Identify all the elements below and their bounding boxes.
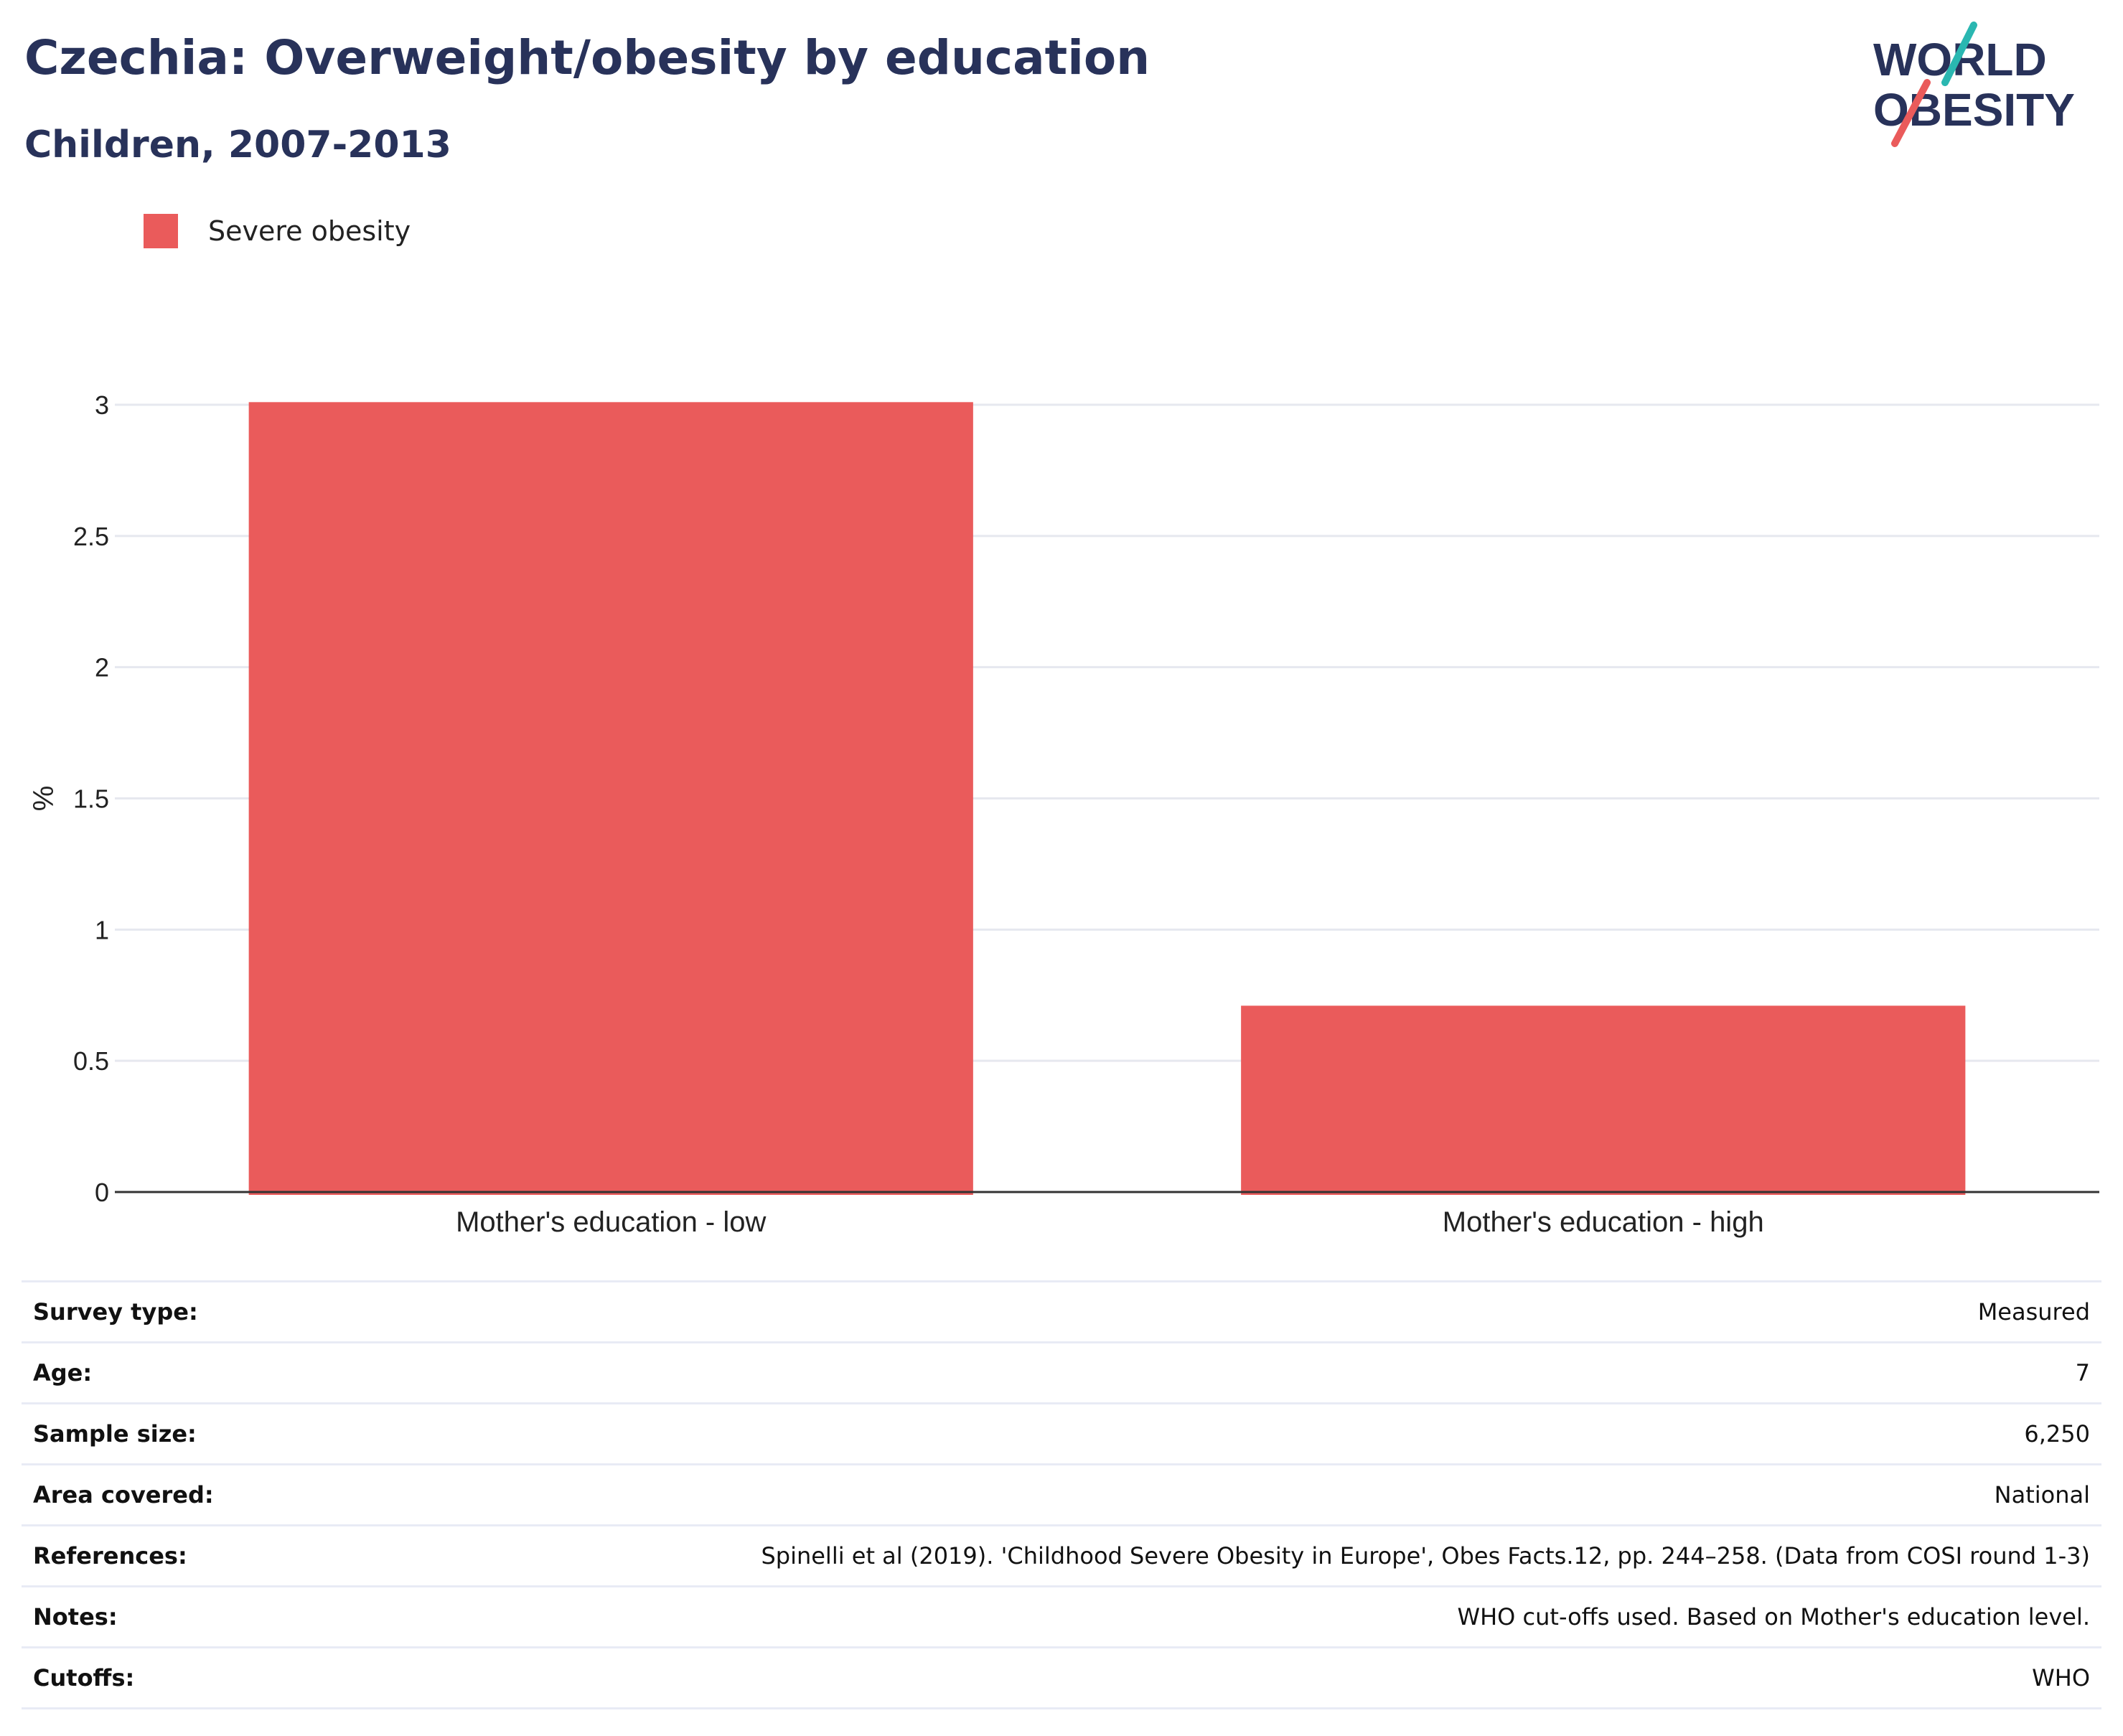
info-label: Notes: xyxy=(22,1586,332,1648)
info-row: Age: 7 xyxy=(22,1342,2101,1404)
y-axis-label: % xyxy=(28,786,60,812)
legend-label-severe-obesity: Severe obesity xyxy=(208,215,411,247)
x-tick-label: Mother's education - high xyxy=(1443,1206,1764,1238)
y-tick-label: 3 xyxy=(95,390,109,420)
info-value: Spinelli et al (2019). 'Childhood Severe… xyxy=(332,1525,2101,1587)
info-value: National xyxy=(332,1464,2101,1526)
logo-slash-red xyxy=(1891,79,1931,147)
info-label: Area covered: xyxy=(22,1464,332,1526)
y-tick-label: 0.5 xyxy=(73,1046,109,1076)
info-value: WHO cut-offs used. Based on Mother's edu… xyxy=(332,1586,2101,1648)
legend[interactable]: Severe obesity xyxy=(144,214,411,248)
info-row: References: Spinelli et al (2019). 'Child… xyxy=(22,1525,2101,1587)
info-value: Measured xyxy=(332,1280,2101,1343)
bar xyxy=(1241,1005,1966,1195)
chart-title: Czechia: Overweight/obesity by education xyxy=(24,30,1150,85)
info-value: WHO xyxy=(332,1647,2101,1709)
y-tick-label: 2.5 xyxy=(73,522,109,551)
x-tick-label: Mother's education - low xyxy=(456,1206,766,1238)
y-tick-label: 1.5 xyxy=(73,784,109,814)
info-row: Notes: WHO cut-offs used. Based on Mother… xyxy=(22,1586,2101,1648)
info-row: Area covered: National xyxy=(22,1464,2101,1526)
bar xyxy=(248,402,973,1196)
y-tick-label: 0 xyxy=(95,1178,109,1207)
y-tick-label: 1 xyxy=(95,915,109,944)
info-row: Cutoffs: WHO xyxy=(22,1647,2101,1709)
bar-chart: 0 0.5 1 1.5 2 2.5 3% Mother's education - low Mo… xyxy=(28,390,2099,1238)
info-value: 6,250 xyxy=(332,1403,2101,1465)
info-row: Survey type: Measured xyxy=(22,1280,2101,1343)
info-label: Cutoffs: xyxy=(22,1647,332,1709)
legend-swatch-severe-obesity xyxy=(144,214,178,248)
info-row: Sample size: 6,250 xyxy=(22,1403,2101,1465)
info-value: 7 xyxy=(332,1342,2101,1404)
info-table: Survey type: Measured Age: 7 Sample size: 6,2… xyxy=(22,1280,2101,1709)
y-tick-label: 2 xyxy=(95,653,109,682)
info-label: Survey type: xyxy=(22,1280,332,1343)
info-label: References: xyxy=(22,1525,332,1587)
world-obesity-logo: WORLD OBESITY xyxy=(1873,22,2075,147)
logo-slash-teal xyxy=(1941,22,1977,86)
info-label: Age: xyxy=(22,1342,332,1404)
chart-subtitle: Children, 2007-2013 xyxy=(24,123,451,166)
info-label: Sample size: xyxy=(22,1403,332,1465)
